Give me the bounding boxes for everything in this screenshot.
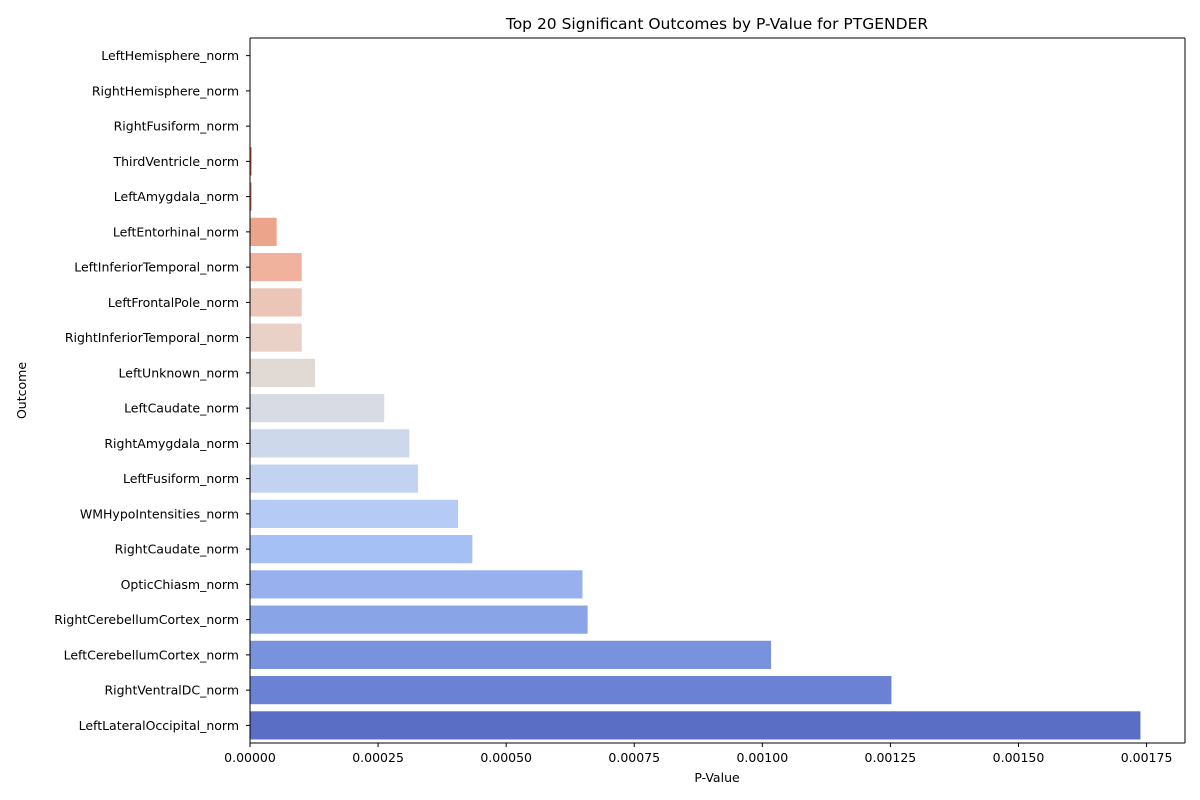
x-tick-label: 0.00150 [993, 750, 1045, 765]
bar-ThirdVentricle_norm [250, 147, 252, 176]
y-tick-label: LeftFusiform_norm [123, 471, 239, 486]
bar-RightInferiorTemporal_norm [250, 323, 302, 352]
bar-RightAmygdala_norm [250, 429, 410, 458]
y-tick-label: LeftEntorhinal_norm [113, 224, 239, 239]
bar-RightVentralDC_norm [250, 676, 892, 705]
y-tick-label: WMHypoIntensities_norm [80, 506, 239, 521]
bar-LeftInferiorTemporal_norm [250, 253, 302, 282]
y-tick-label: LeftCerebellumCortex_norm [64, 647, 239, 662]
y-tick-label: OpticChiasm_norm [121, 577, 239, 592]
y-axis-label: Outcome [14, 362, 29, 419]
bar-LeftUnknown_norm [250, 358, 316, 387]
y-tick-label: RightVentralDC_norm [104, 683, 239, 698]
y-tick-label: RightAmygdala_norm [104, 436, 239, 451]
y-tick-label: ThirdVentricle_norm [112, 154, 239, 169]
y-tick-label: LeftInferiorTemporal_norm [74, 260, 239, 275]
x-tick-label: 0.00025 [352, 750, 404, 765]
y-tick-label: LeftUnknown_norm [119, 365, 239, 380]
y-tick-label: RightHemisphere_norm [92, 83, 239, 98]
y-tick-label: LeftLateralOccipital_norm [79, 718, 239, 733]
y-tick-label: RightInferiorTemporal_norm [65, 330, 239, 345]
x-tick-label: 0.00175 [1121, 750, 1173, 765]
y-tick-label: LeftAmygdala_norm [114, 189, 239, 204]
bar-OpticChiasm_norm [250, 570, 583, 599]
bar-LeftFrontalPole_norm [250, 288, 302, 317]
x-tick-label: 0.00000 [224, 750, 276, 765]
y-tick-label: RightFusiform_norm [114, 119, 239, 134]
bars-group [250, 41, 1141, 740]
bar-RightCerebellumCortex_norm [250, 605, 588, 634]
x-tick-label: 0.00075 [608, 750, 660, 765]
bar-LeftEntorhinal_norm [250, 217, 277, 246]
y-tick-label: LeftCaudate_norm [124, 401, 239, 416]
bar-WMHypoIntensities_norm [250, 499, 459, 528]
x-tick-label: 0.00125 [865, 750, 917, 765]
y-tick-label: RightCaudate_norm [115, 542, 239, 557]
y-tick-label: LeftFrontalPole_norm [108, 295, 239, 310]
bar-LeftLateralOccipital_norm [250, 711, 1141, 740]
x-axis-label: P-Value [694, 770, 740, 785]
bar-LeftFusiform_norm [250, 464, 419, 493]
x-axis-ticks: 0.00000 0.00025 0.00050 0.00075 0.00100 0.001… [224, 743, 1172, 765]
bar-LeftAmygdala_norm [250, 182, 252, 211]
x-tick-label: 0.00050 [480, 750, 532, 765]
chart-title: Top 20 Significant Outcomes by P-Value f… [505, 15, 929, 33]
y-axis-ticks: LeftHemisphere_norm RightHemisphere_norm R… [54, 48, 250, 733]
bar-RightCaudate_norm [250, 535, 473, 564]
y-tick-label: RightCerebellumCortex_norm [54, 612, 239, 627]
x-tick-label: 0.00100 [736, 750, 788, 765]
bar-LeftCaudate_norm [250, 394, 385, 423]
bar-LeftCerebellumCortex_norm [250, 640, 772, 669]
y-tick-label: LeftHemisphere_norm [101, 48, 239, 63]
